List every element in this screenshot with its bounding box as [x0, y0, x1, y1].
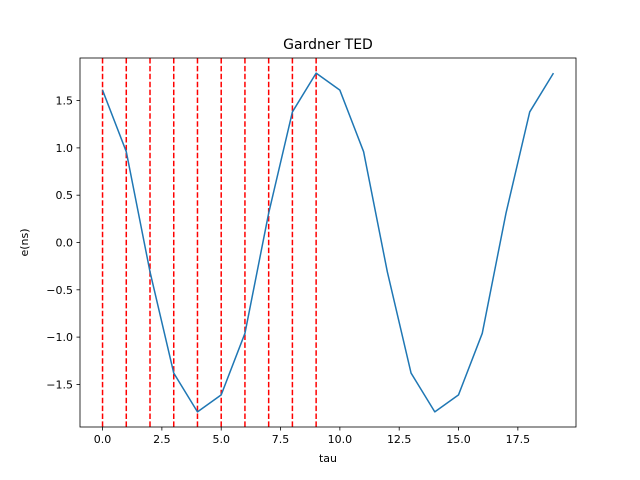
vertical-lines [101, 58, 317, 427]
y-tick-label: −0.5 [46, 284, 73, 297]
y-axis-label: e(ns) [18, 228, 31, 256]
y-tick-label: 0.0 [56, 237, 74, 250]
x-tick-label: 0.0 [94, 433, 112, 446]
x-tick-label: 15.0 [446, 433, 471, 446]
y-tick-label: 1.0 [56, 142, 74, 155]
x-tick-label: 12.5 [387, 433, 412, 446]
x-tick-label: 2.5 [153, 433, 171, 446]
chart-title: Gardner TED [283, 37, 373, 53]
x-tick-label: 7.5 [272, 433, 290, 446]
y-tick-label: 1.5 [56, 95, 74, 108]
y-axis-ticks: 1.5 1.0 0.5 0.0 −0.5 −1.0 −1.5 [46, 95, 80, 391]
x-axis-label: tau [319, 452, 337, 465]
x-axis-ticks: 0.0 2.5 5.0 7.5 10.0 12.5 15.0 17.5 [94, 427, 530, 446]
x-tick-label: 17.5 [506, 433, 531, 446]
y-tick-label: −1.5 [46, 378, 73, 391]
series-line-0 [101, 72, 555, 413]
y-tick-label: 0.5 [56, 189, 74, 202]
series-layer [101, 72, 555, 413]
x-tick-label: 10.0 [328, 433, 353, 446]
y-tick-label: −1.0 [46, 331, 73, 344]
x-tick-label: 5.0 [212, 433, 230, 446]
